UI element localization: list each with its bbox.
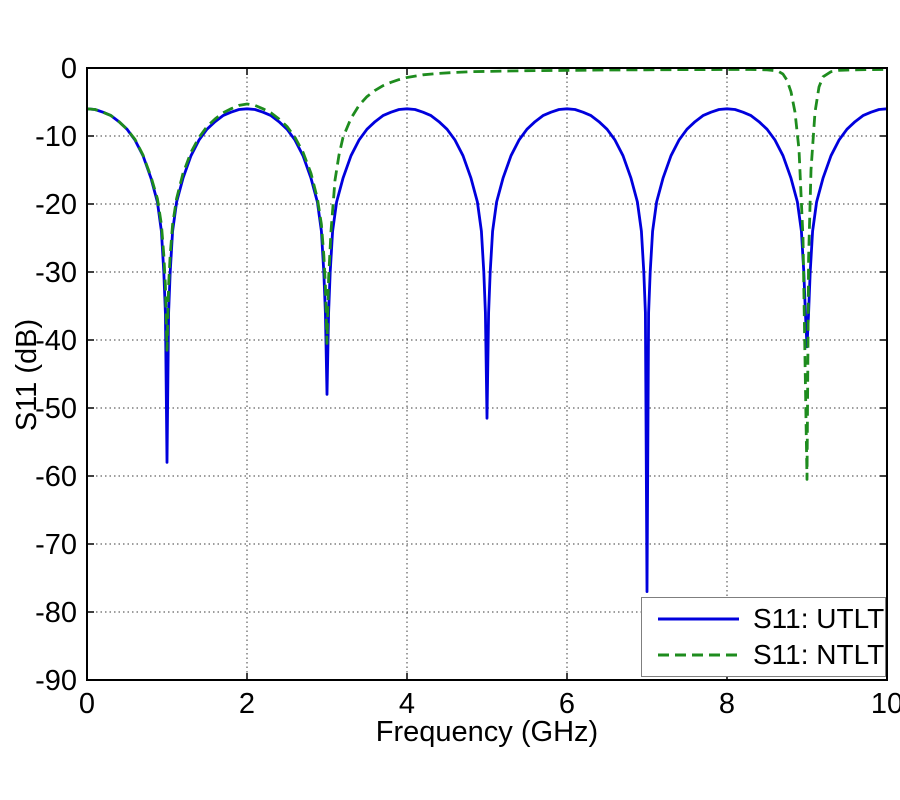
legend-entry-utlt: S11: UTLT <box>642 603 885 635</box>
legend-label-ntlt: S11: NTLT <box>753 638 885 670</box>
legend-label-utlt: S11: UTLT <box>753 603 885 635</box>
axes-box <box>86 67 888 681</box>
y-tick-label: -90 <box>35 665 77 697</box>
x-tick-label: 6 <box>559 688 575 720</box>
x-tick-label: 0 <box>79 688 95 720</box>
y-tick-label: -70 <box>35 529 77 561</box>
legend-entry-ntlt: S11: NTLT <box>642 639 885 671</box>
x-tick-label: 4 <box>399 688 415 720</box>
y-tick-label: -20 <box>35 189 77 221</box>
y-tick-label: -80 <box>35 597 77 629</box>
y-tick-label: -50 <box>35 393 77 425</box>
y-tick-label: -40 <box>35 325 77 357</box>
x-axis-title: Frequency (GHz) <box>375 716 599 748</box>
y-axis-title: S11 (dB) <box>11 318 43 432</box>
y-tick-label: -30 <box>35 257 77 289</box>
legend: S11: UTLT S11: NTLT <box>641 597 886 677</box>
legend-line-utlt-swatch <box>658 617 739 621</box>
x-tick-label: 8 <box>719 688 735 720</box>
ntlt-curve <box>87 68 887 481</box>
utlt-curve <box>87 107 887 593</box>
y-tick-label: -60 <box>35 461 77 493</box>
x-tick-label: 10 <box>871 688 900 720</box>
y-tick-label: 0 <box>61 53 77 85</box>
y-tick-label: -10 <box>35 121 77 153</box>
legend-line-ntlt-swatch <box>658 653 739 657</box>
x-tick-label: 2 <box>239 688 255 720</box>
